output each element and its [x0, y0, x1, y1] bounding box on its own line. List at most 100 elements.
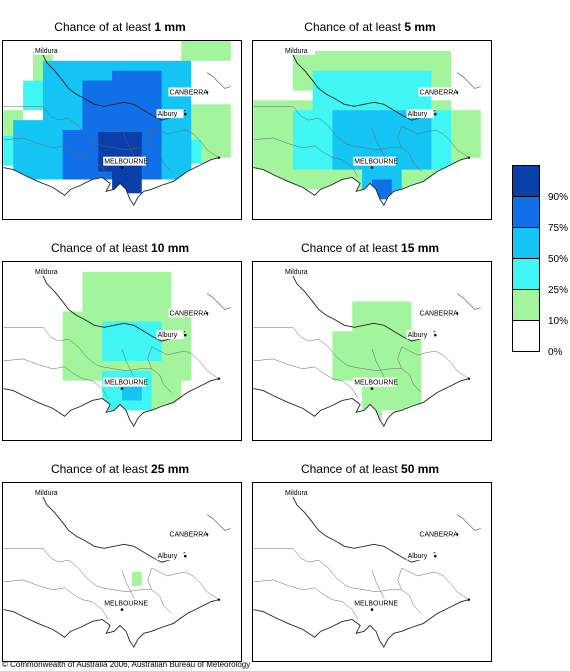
coastline — [253, 599, 470, 649]
district-boundary — [401, 346, 470, 379]
cape-marker — [467, 598, 471, 601]
cape-marker — [217, 598, 221, 601]
panel-title-25mm: Chance of at least 25 mm — [50, 462, 190, 476]
district-boundary — [72, 593, 109, 620]
map-canvas: Mildura CANBERRA Albury MELBOURNE — [3, 266, 241, 440]
district-boundary — [151, 346, 220, 379]
sea-area — [253, 599, 491, 661]
albury-label: Albury — [158, 111, 178, 118]
probability-cell — [112, 70, 162, 101]
probability-cell — [352, 301, 412, 332]
albury-label: Albury — [158, 553, 178, 560]
district-boundary — [3, 579, 73, 594]
mildura-label: Mildura — [285, 48, 308, 55]
coastline — [253, 378, 470, 428]
probability-cell — [181, 41, 231, 61]
legend-label-75: 75% — [548, 223, 569, 234]
map-15mm: Mildura CANBERRA Albury MELBOURNE — [252, 261, 492, 441]
albury-label-bg — [156, 109, 184, 119]
map-canvas: Mildura CANBERRA Albury MELBOURNE — [253, 45, 491, 219]
murray-river-border — [292, 496, 436, 563]
panel-title-10mm: Chance of at least 10 mm — [50, 241, 190, 255]
canberra-label: CANBERRA — [169, 531, 208, 538]
legend-swatch-90 — [512, 165, 540, 197]
rain-probability-layer — [332, 301, 422, 421]
sea-area — [3, 599, 241, 661]
district-boundary — [401, 125, 470, 158]
albury-label: Albury — [158, 332, 178, 339]
district-boundary — [322, 372, 359, 399]
melbourne-label-bg — [103, 598, 147, 608]
map-10mm: Mildura CANBERRA Albury MELBOURNE — [2, 261, 242, 441]
coastline — [3, 599, 220, 649]
murray-river-border — [42, 54, 186, 121]
district-boundary — [253, 358, 323, 373]
albury-label-bg — [406, 330, 434, 340]
legend-swatch-75 — [512, 196, 540, 228]
murray-river-border — [42, 496, 186, 563]
sea-area — [3, 378, 241, 440]
mildura-label-bg — [283, 266, 316, 276]
melbourne-marker — [370, 608, 374, 611]
legend-label-0: 0% — [548, 347, 563, 358]
albury-label-bg — [156, 330, 184, 340]
coastline — [3, 157, 220, 207]
canberra-label: CANBERRA — [419, 531, 458, 538]
canberra-label-bg — [418, 87, 457, 97]
mildura-label: Mildura — [35, 490, 58, 497]
district-boundary — [102, 366, 152, 372]
melbourne-label-bg — [353, 598, 397, 608]
map-canvas: Mildura CANBERRA Albury MELBOURNE — [253, 266, 491, 440]
albury-label-bg — [156, 551, 184, 561]
murray-river-border — [292, 54, 436, 121]
district-boundary — [151, 567, 220, 600]
district-boundary — [253, 327, 353, 368]
probability-cell — [312, 70, 432, 111]
district-boundary — [72, 151, 109, 178]
melbourne-marker — [370, 387, 374, 390]
cape-marker — [217, 377, 221, 380]
cape-marker — [217, 156, 221, 159]
act-boundary — [456, 72, 481, 89]
sea-area — [253, 157, 491, 219]
copyright-notice: © Commonwealth of Australia 2006, Austra… — [2, 660, 251, 669]
mildura-label-bg — [33, 266, 66, 276]
district-boundary — [102, 145, 152, 151]
mildura-label-bg — [283, 45, 316, 55]
canberra-label: CANBERRA — [169, 89, 208, 96]
district-boundary — [72, 372, 109, 399]
canberra-label-bg — [418, 529, 457, 539]
map-1mm: Mildura CANBERRA Albury MELBOURNE — [2, 40, 242, 220]
rain-probability-layer — [131, 572, 142, 586]
map-50mm: Mildura CANBERRA Albury MELBOURNE — [252, 482, 492, 662]
melbourne-marker — [120, 608, 124, 611]
cape-marker — [467, 156, 471, 159]
panel-title-50mm: Chance of at least 50 mm — [300, 462, 440, 476]
map-canvas: Mildura CANBERRA Albury MELBOURNE — [3, 487, 241, 661]
melbourne-label-bg — [353, 377, 397, 387]
murray-river-border — [292, 275, 436, 342]
canberra-label-bg — [418, 308, 457, 318]
canberra-label: CANBERRA — [169, 310, 208, 317]
canberra-label-bg — [168, 529, 207, 539]
sea-area — [3, 157, 241, 219]
albury-label: Albury — [408, 111, 428, 118]
legend-swatch-10 — [512, 289, 540, 321]
mildura-label-bg — [33, 45, 66, 55]
district-boundary — [147, 125, 172, 172]
melbourne-label: MELBOURNE — [104, 380, 148, 387]
district-boundary — [352, 145, 402, 151]
melbourne-label: MELBOURNE — [354, 380, 398, 387]
act-boundary — [456, 293, 481, 310]
mildura-label: Mildura — [35, 269, 58, 276]
district-boundary — [322, 593, 359, 620]
albury-label-bg — [406, 109, 434, 119]
district-boundary — [151, 125, 220, 158]
rain-probability-layer — [62, 271, 192, 411]
district-boundary — [401, 567, 470, 600]
canberra-label-bg — [168, 87, 207, 97]
melbourne-label: MELBOURNE — [354, 159, 398, 166]
mildura-label-bg — [283, 487, 316, 497]
legend-label-90: 90% — [548, 192, 569, 203]
melbourne-label: MELBOURNE — [104, 159, 148, 166]
